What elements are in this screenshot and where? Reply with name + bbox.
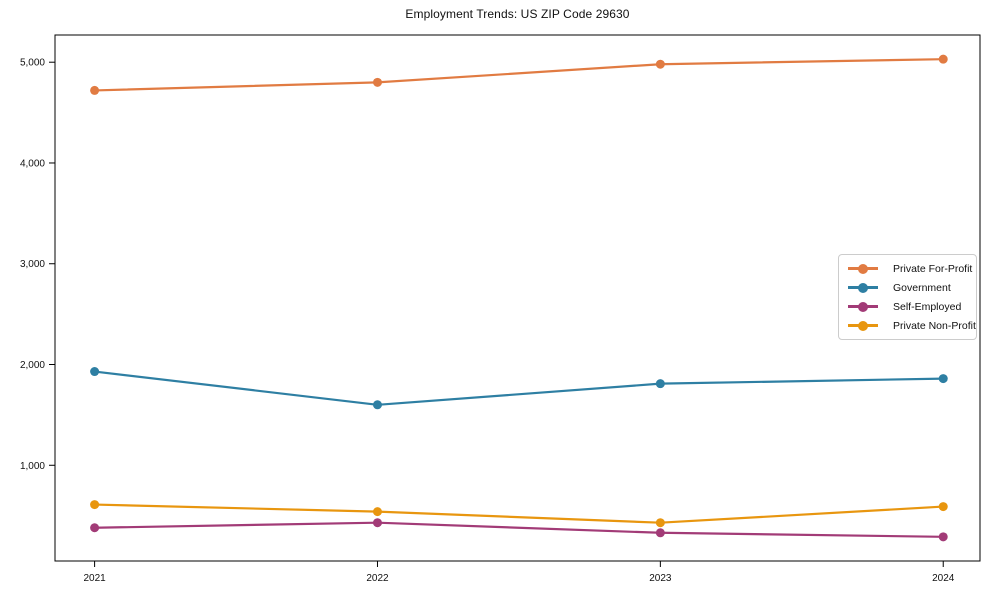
data-point-private-non-profit bbox=[655, 518, 665, 528]
data-point-private-for-profit bbox=[655, 59, 665, 69]
data-point-private-for-profit bbox=[372, 77, 382, 87]
data-point-private-non-profit bbox=[372, 507, 382, 517]
data-point-self-employed bbox=[655, 528, 665, 538]
y-tick-label: 5,000 bbox=[20, 58, 45, 69]
legend-marker-icon bbox=[848, 320, 878, 331]
data-point-government bbox=[90, 367, 100, 377]
legend-marker-icon bbox=[848, 263, 878, 274]
legend-item-private-non-profit: Private Non-Profit bbox=[839, 316, 976, 335]
legend: Private For-Profit Government Self-Employe… bbox=[838, 254, 977, 340]
y-tick-label: 1,000 bbox=[20, 461, 45, 472]
series-line-self-employed bbox=[93, 521, 945, 538]
x-tick-label: 2022 bbox=[366, 573, 389, 584]
x-tick-label: 2023 bbox=[649, 573, 672, 584]
data-point-private-non-profit bbox=[938, 502, 948, 512]
data-point-government bbox=[655, 379, 665, 389]
legend-marker-icon bbox=[848, 301, 878, 312]
legend-item-self-employed: Self-Employed bbox=[839, 297, 976, 316]
data-point-self-employed bbox=[372, 518, 382, 528]
legend-label: Government bbox=[893, 281, 951, 294]
legend-label: Private For-Profit bbox=[893, 262, 973, 275]
series-line-private-for-profit bbox=[93, 58, 945, 92]
data-point-self-employed bbox=[90, 523, 100, 533]
y-tick-label: 3,000 bbox=[20, 259, 45, 270]
legend-item-government: Government bbox=[839, 278, 976, 297]
x-tick-label: 2024 bbox=[932, 573, 955, 584]
legend-item-private-for-profit: Private For-Profit bbox=[839, 259, 976, 278]
plot-frame bbox=[54, 34, 981, 562]
data-point-private-non-profit bbox=[90, 500, 100, 510]
data-point-government bbox=[372, 400, 382, 410]
legend-label: Private Non-Profit bbox=[893, 319, 976, 332]
series-line-government bbox=[93, 370, 945, 406]
series-line-private-non-profit bbox=[93, 503, 945, 524]
data-point-private-for-profit bbox=[938, 54, 948, 64]
y-tick-label: 2,000 bbox=[20, 360, 45, 371]
data-point-private-for-profit bbox=[90, 85, 100, 95]
x-tick-label: 2021 bbox=[83, 573, 106, 584]
data-point-self-employed bbox=[938, 532, 948, 542]
data-point-government bbox=[938, 374, 948, 384]
legend-marker-icon bbox=[848, 282, 878, 293]
y-tick-label: 4,000 bbox=[20, 158, 45, 169]
chart-title: Employment Trends: US ZIP Code 29630 bbox=[405, 7, 630, 21]
legend-label: Self-Employed bbox=[893, 300, 962, 313]
